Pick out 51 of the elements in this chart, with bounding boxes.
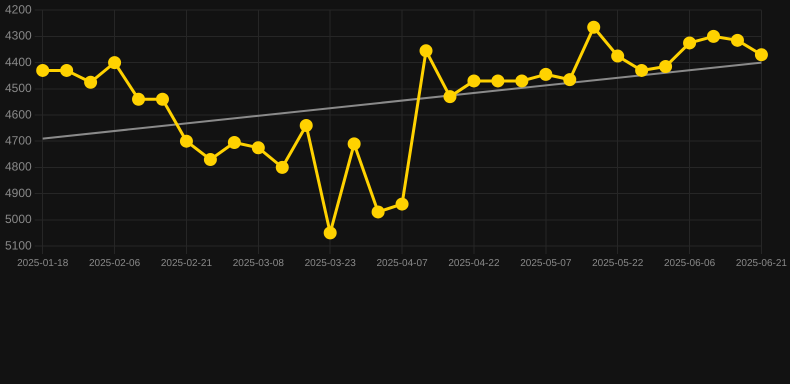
point [348,137,361,150]
y-tick-label: 4500 [4,81,32,96]
point [683,36,696,50]
point [228,136,241,150]
y-tick-label: 4700 [4,134,32,148]
x-tick-label: 2025-06-06 [664,258,716,269]
point [300,118,313,132]
point [659,60,672,74]
y-tick-label: 4800 [4,160,32,174]
point [730,34,744,47]
y-tick-label: 4300 [4,28,32,43]
x-tick-label: 2025-02-06 [88,258,141,269]
x-tick-label: 2025-04-22 [448,258,500,269]
y-tick-label: 4600 [4,107,32,122]
x-tick-label: 2025-04-07 [376,258,428,269]
x-tick-label: 2025-01-18 [17,258,69,269]
x-tick-label: 2025-06-21 [736,258,788,269]
point [396,198,409,211]
point [324,226,337,240]
x-tick-label: 2025-02-21 [160,258,212,269]
point [60,64,74,77]
point [204,153,217,166]
point [443,90,456,104]
x-tick-label: 2025-03-08 [232,258,284,269]
point [491,74,504,88]
point [754,48,768,62]
point [420,44,433,58]
point [611,50,624,63]
point [515,74,528,88]
y-tick-label: 5000 [4,212,32,226]
point [467,74,480,88]
point [587,20,600,34]
point [132,92,146,106]
x-tick-label: 2025-05-22 [592,258,644,269]
y-tick-label: 4900 [4,186,32,200]
y-tick-label: 4200 [4,2,32,17]
point [539,68,552,81]
point [563,73,576,86]
x-tick-label: 2025-03-23 [304,258,356,269]
x-tick-label: 2025-05-07 [520,258,572,269]
point [276,160,289,174]
y-tick-label: 5100 [4,238,32,252]
point [108,56,122,70]
point [707,30,720,43]
point [84,76,98,89]
y-tick-label: 4400 [4,54,32,69]
point [252,141,265,154]
point [372,205,385,218]
point [180,134,193,148]
point [635,64,648,77]
point [156,92,169,106]
